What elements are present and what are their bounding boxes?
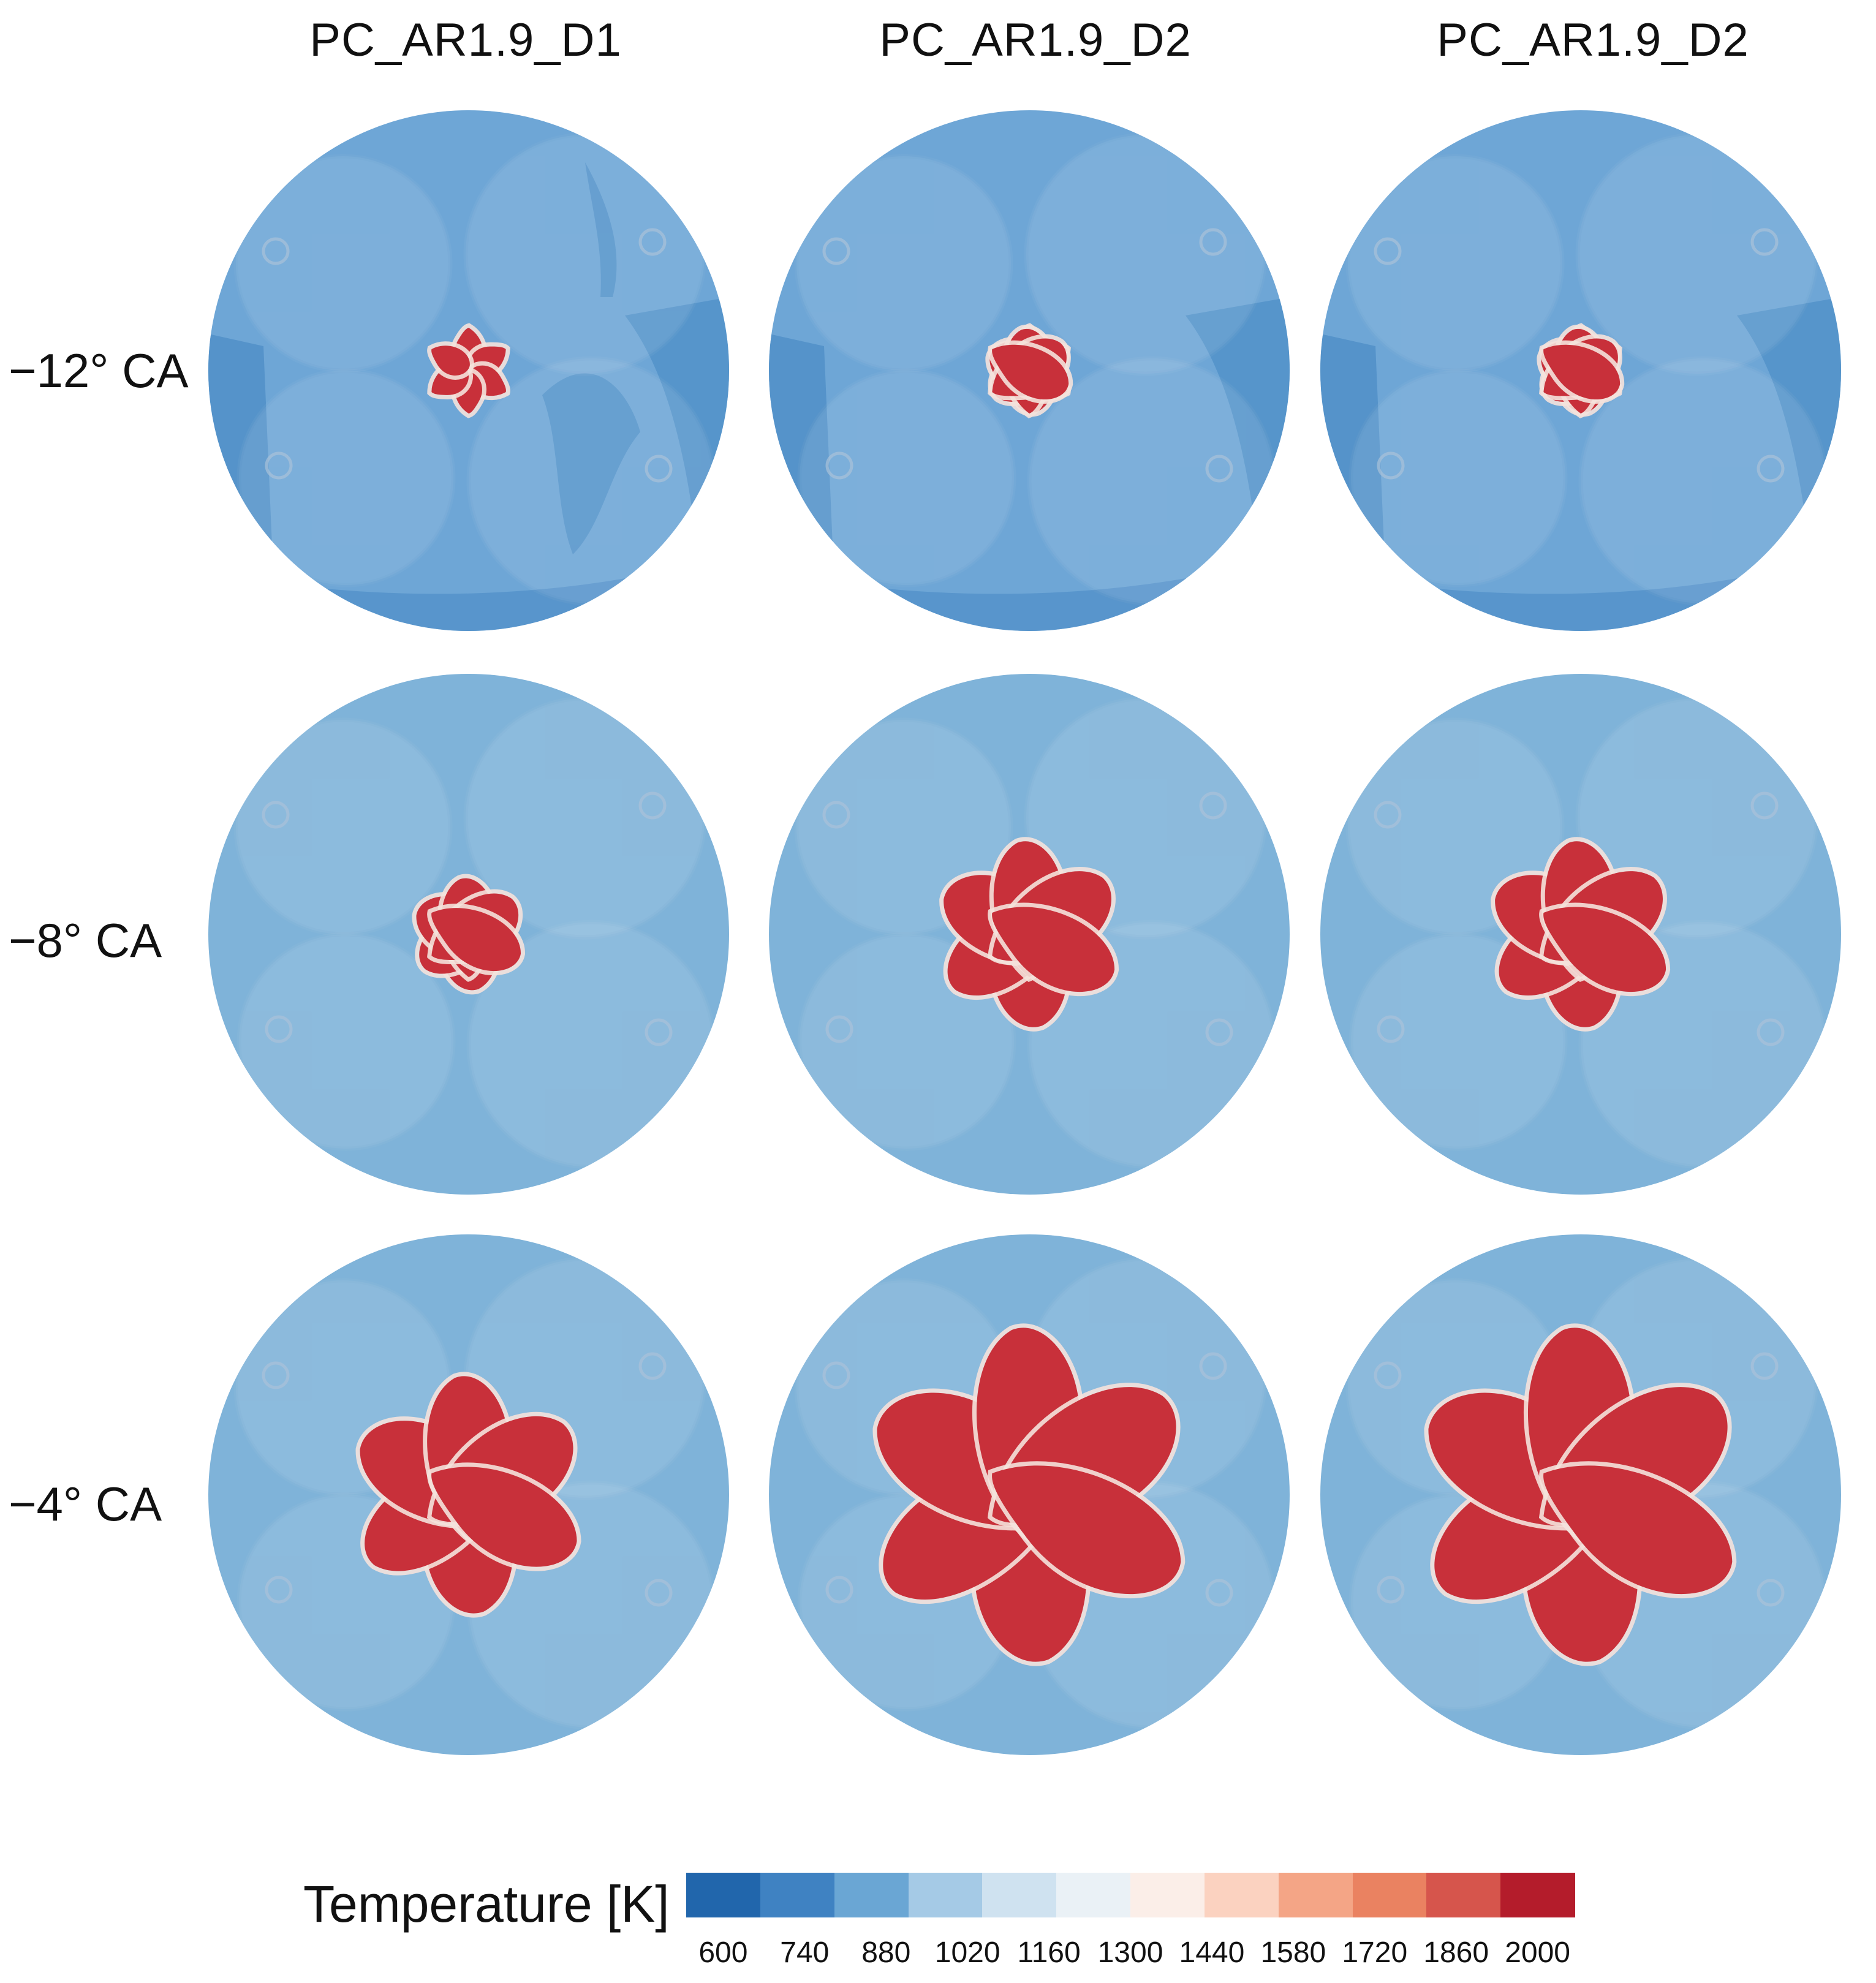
flame-lobe: [992, 907, 1115, 992]
valve-outline: [1575, 132, 1819, 376]
colorbar-tick-label: 1580: [1260, 1936, 1326, 1969]
valve-outline: [233, 717, 453, 937]
contour-panel-r3-c2: [769, 1234, 1290, 1755]
flame-plumes: [1424, 1323, 1737, 1666]
contour-panel-r3-c1: [208, 1234, 729, 1755]
flame-lobe: [992, 1465, 1181, 1595]
flame-plumes: [985, 323, 1073, 418]
flame-plumes: [412, 874, 525, 995]
colorbar-tick-label: 880: [861, 1936, 911, 1969]
flame-plumes: [1491, 837, 1671, 1032]
valve-outline: [233, 154, 453, 373]
colorbar-swatch: [1130, 1873, 1205, 1917]
colorbar-swatch: [760, 1873, 835, 1917]
column-title-3: PC_AR1.9_D2: [1437, 14, 1749, 66]
contour-panel-r2-c1: [208, 674, 729, 1195]
colorbar-swatch: [686, 1873, 761, 1917]
flame-plumes: [1537, 323, 1625, 418]
colorbar-swatch: [1056, 1873, 1131, 1917]
valve-outline: [463, 132, 707, 376]
contour-panel-r1-c1: [208, 110, 729, 631]
column-title-2: PC_AR1.9_D2: [879, 14, 1192, 66]
contour-panel-r1-c3: [1320, 110, 1841, 631]
valve-outline: [236, 368, 456, 587]
flame-plumes: [939, 837, 1119, 1032]
flame-plumes: [427, 323, 510, 418]
colorbar-swatch: [834, 1873, 909, 1917]
colorbar-swatch: [1352, 1873, 1428, 1917]
colorbar-swatch: [1278, 1873, 1353, 1917]
colorbar-tick-label: 740: [780, 1936, 830, 1969]
colorbar-tick-label: 1300: [1097, 1936, 1163, 1969]
colorbar-tick-label: 600: [698, 1936, 748, 1969]
colorbar-swatch: [1426, 1873, 1502, 1917]
row-label-2: −8° CA: [9, 913, 162, 967]
flame-lobe: [1543, 907, 1666, 992]
flame-lobe: [1543, 1465, 1733, 1595]
colorbar-tick-label: 1860: [1423, 1936, 1489, 1969]
contour-panel-r2-c2: [769, 674, 1290, 1195]
colorbar-swatch: [908, 1873, 983, 1917]
valve-outline: [1345, 154, 1565, 373]
flame-lobe: [431, 1467, 577, 1567]
row-label-1: −12° CA: [9, 344, 189, 398]
colorbar-swatch: [1500, 1873, 1575, 1917]
valve-outline: [1024, 132, 1268, 376]
contour-panel-r3-c3: [1320, 1234, 1841, 1755]
colorbar-tick-label: 1440: [1179, 1936, 1245, 1969]
colorbar-tick-label: 1020: [934, 1936, 1000, 1969]
colorbar-swatch: [982, 1873, 1057, 1917]
flame-lobe: [431, 346, 470, 376]
flame-plumes: [355, 1372, 581, 1618]
colorbar-swatch: [1204, 1873, 1279, 1917]
row-label-3: −4° CA: [9, 1477, 162, 1531]
valve-outline: [236, 932, 456, 1151]
colorbar-tick-label: 1720: [1342, 1936, 1408, 1969]
flame-plumes: [872, 1323, 1186, 1666]
contour-panel-r1-c2: [769, 110, 1290, 631]
colorbar-tick-label: 2000: [1505, 1936, 1570, 1969]
column-title-1: PC_AR1.9_D1: [309, 14, 622, 66]
contour-panel-r2-c3: [1320, 674, 1841, 1195]
flame-lobe: [992, 344, 1069, 399]
flame-lobe: [1543, 344, 1621, 399]
valve-outline: [794, 154, 1013, 373]
colorbar-tick-label: 1160: [1017, 1936, 1081, 1969]
valve-outline: [1348, 368, 1568, 587]
flame-lobe: [431, 908, 521, 971]
valve-outline: [797, 368, 1016, 587]
legend-title: Temperature [K]: [303, 1875, 670, 1933]
